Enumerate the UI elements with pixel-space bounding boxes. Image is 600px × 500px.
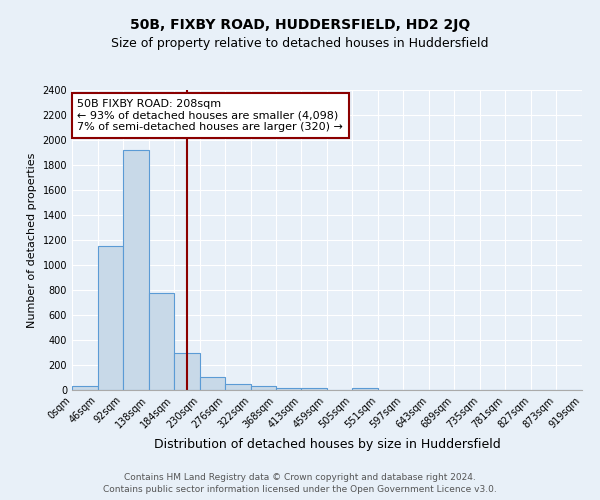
X-axis label: Distribution of detached houses by size in Huddersfield: Distribution of detached houses by size …: [154, 438, 500, 451]
Text: 50B, FIXBY ROAD, HUDDERSFIELD, HD2 2JQ: 50B, FIXBY ROAD, HUDDERSFIELD, HD2 2JQ: [130, 18, 470, 32]
Text: Contains public sector information licensed under the Open Government Licence v3: Contains public sector information licen…: [103, 485, 497, 494]
Y-axis label: Number of detached properties: Number of detached properties: [27, 152, 37, 328]
Bar: [301, 388, 327, 390]
Bar: [98, 246, 123, 390]
Bar: [352, 388, 378, 390]
Text: 50B FIXBY ROAD: 208sqm
← 93% of detached houses are smaller (4,098)
7% of semi-d: 50B FIXBY ROAD: 208sqm ← 93% of detached…: [77, 99, 343, 132]
Bar: [149, 292, 174, 390]
Text: Size of property relative to detached houses in Huddersfield: Size of property relative to detached ho…: [111, 38, 489, 51]
Bar: [200, 377, 225, 390]
Bar: [72, 386, 98, 390]
Bar: [225, 384, 251, 390]
Bar: [174, 352, 200, 390]
Text: Contains HM Land Registry data © Crown copyright and database right 2024.: Contains HM Land Registry data © Crown c…: [124, 472, 476, 482]
Bar: [276, 388, 301, 390]
Bar: [123, 150, 149, 390]
Bar: [251, 386, 276, 390]
